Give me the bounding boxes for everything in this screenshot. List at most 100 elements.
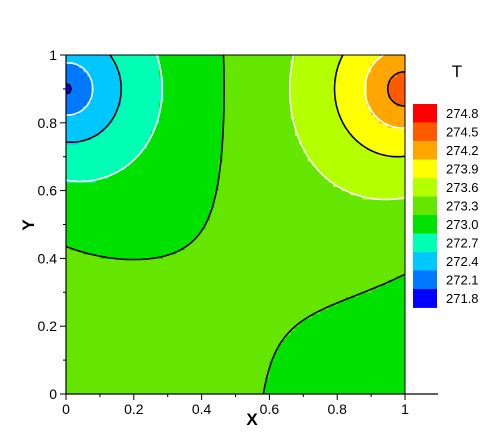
field-cell bbox=[197, 186, 203, 192]
field-cell bbox=[243, 110, 249, 115]
field-cell bbox=[222, 275, 228, 281]
field-cell bbox=[99, 305, 105, 310]
field-cell bbox=[320, 88, 326, 94]
field-cell bbox=[214, 211, 220, 217]
field-cell bbox=[66, 381, 71, 387]
field-cell bbox=[316, 211, 321, 217]
field-cell bbox=[316, 216, 321, 221]
field-cell bbox=[248, 385, 254, 391]
field-cell bbox=[108, 292, 114, 298]
field-cell bbox=[214, 101, 220, 107]
field-cell bbox=[99, 177, 105, 183]
field-cell bbox=[235, 207, 241, 213]
field-cell bbox=[193, 173, 198, 179]
field-cell bbox=[146, 334, 152, 340]
field-cell bbox=[146, 186, 152, 192]
field-cell bbox=[235, 122, 241, 128]
field-cell bbox=[167, 245, 173, 251]
field-cell bbox=[214, 279, 220, 285]
field-cell bbox=[324, 343, 330, 348]
field-cell bbox=[256, 152, 262, 158]
field-cell bbox=[222, 300, 228, 306]
field-cell bbox=[227, 288, 232, 293]
field-cell bbox=[294, 55, 300, 60]
field-cell bbox=[125, 385, 131, 391]
field-cell bbox=[129, 80, 135, 86]
field-cell bbox=[159, 364, 165, 370]
field-cell bbox=[218, 271, 224, 276]
field-cell bbox=[66, 190, 71, 196]
field-cell bbox=[316, 334, 321, 340]
field-cell bbox=[167, 177, 173, 183]
field-cell bbox=[303, 351, 309, 357]
field-cell bbox=[307, 300, 313, 306]
field-cell bbox=[142, 326, 148, 332]
field-cell bbox=[277, 148, 283, 154]
field-cell bbox=[138, 313, 143, 319]
field-cell bbox=[87, 71, 93, 77]
field-cell bbox=[159, 305, 165, 310]
field-cell bbox=[210, 372, 215, 378]
field-cell bbox=[116, 118, 122, 124]
field-cell bbox=[82, 59, 88, 65]
field-cell bbox=[294, 216, 300, 221]
field-cell bbox=[265, 127, 270, 132]
field-cell bbox=[154, 67, 160, 73]
field-cell bbox=[104, 241, 109, 247]
field-cell bbox=[125, 220, 131, 226]
field-cell bbox=[70, 220, 76, 226]
field-cell bbox=[180, 207, 186, 213]
field-cell bbox=[307, 55, 313, 60]
field-cell bbox=[193, 110, 198, 115]
field-cell bbox=[66, 110, 71, 115]
field-cell bbox=[193, 237, 198, 243]
field-cell bbox=[82, 88, 88, 94]
field-cell bbox=[159, 216, 165, 221]
field-cell bbox=[269, 258, 275, 264]
field-cell bbox=[163, 59, 169, 65]
field-cell bbox=[197, 389, 203, 394]
field-cell bbox=[104, 88, 109, 94]
field-cell bbox=[214, 177, 220, 183]
field-cell bbox=[138, 343, 143, 348]
field-cell bbox=[82, 377, 88, 382]
field-cell bbox=[138, 97, 143, 103]
field-cell bbox=[252, 105, 258, 111]
field-cell bbox=[222, 321, 228, 327]
field-cell bbox=[239, 317, 245, 323]
field-cell bbox=[180, 228, 186, 234]
field-cell bbox=[286, 194, 292, 200]
field-cell bbox=[243, 148, 249, 154]
field-cell bbox=[256, 139, 262, 145]
field-cell bbox=[286, 160, 292, 166]
field-cell bbox=[320, 305, 326, 310]
field-cell bbox=[290, 135, 296, 141]
field-cell bbox=[320, 300, 326, 306]
field-cell bbox=[78, 305, 84, 310]
field-cell bbox=[146, 71, 152, 77]
field-cell bbox=[265, 63, 270, 69]
field-cell bbox=[218, 84, 224, 90]
field-cell bbox=[320, 389, 326, 394]
field-cell bbox=[286, 237, 292, 243]
field-cell bbox=[66, 279, 71, 285]
field-cell bbox=[320, 262, 326, 268]
field-cell bbox=[91, 343, 97, 348]
field-cell bbox=[218, 351, 224, 357]
field-cell bbox=[138, 326, 143, 332]
field-cell bbox=[324, 249, 330, 255]
field-cell bbox=[205, 254, 211, 259]
field-cell bbox=[142, 216, 148, 221]
field-cell bbox=[74, 59, 80, 65]
field-cell bbox=[154, 292, 160, 298]
field-cell bbox=[256, 88, 262, 94]
field-cell bbox=[163, 258, 169, 264]
field-cell bbox=[121, 148, 126, 154]
field-cell bbox=[159, 67, 165, 73]
field-cell bbox=[154, 88, 160, 94]
field-cell bbox=[163, 152, 169, 158]
field-cell bbox=[121, 296, 126, 302]
field-cell bbox=[154, 330, 160, 336]
field-cell bbox=[252, 169, 258, 175]
field-cell bbox=[252, 347, 258, 353]
